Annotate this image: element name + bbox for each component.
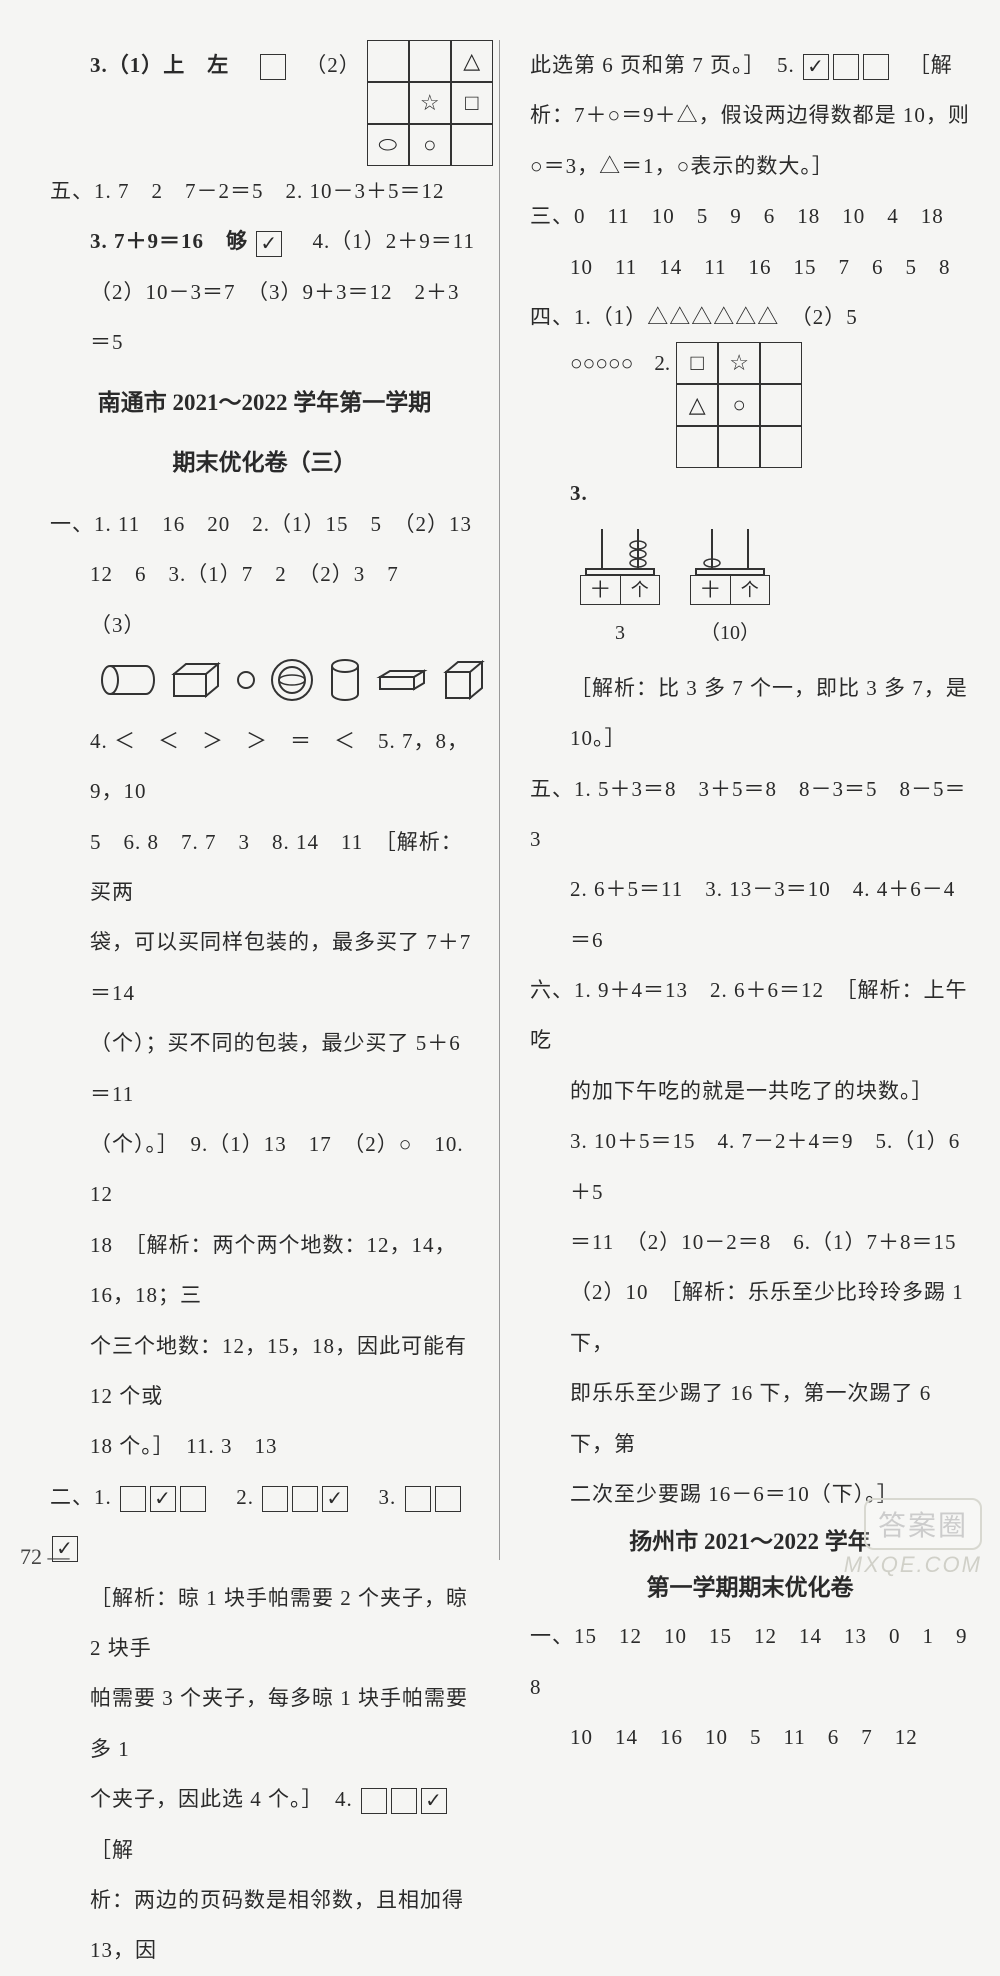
abacus-icon <box>690 525 770 575</box>
nt-2-1: 二、1. ✓ 2. ✓ 3. ✓ <box>50 1472 479 1573</box>
box-empty <box>391 1788 417 1814</box>
box-check: ✓ <box>421 1788 447 1814</box>
grid-3x3-left: △ ☆ □ ⬭ ○ <box>367 40 493 166</box>
abacus-icon <box>580 525 660 575</box>
box-empty <box>863 54 889 80</box>
heading-nantong-b: 期末优化卷（三） <box>50 438 479 489</box>
box-check: ✓ <box>803 54 829 80</box>
counter-right: 十 个 （10） <box>690 525 770 657</box>
box-empty <box>262 1486 288 1512</box>
r-12: 六、1. 9＋4＝13 2. 6＋6＝12 ［解析：上午吃 <box>530 965 970 1066</box>
nt-1-5: 5 6. 8 7. 7 3 8. 14 11 ［解析：买两 <box>50 817 479 918</box>
line-5-1: 五、1. 7 2 7－2＝5 2. 10－3＋5＝12 <box>50 166 479 216</box>
watermark-text: 答案圈 <box>864 1498 982 1550</box>
cylinder-icon <box>328 658 362 702</box>
nt-1-9: 18 ［解析：两个两个地数：12，14，16，18；三 <box>50 1220 479 1321</box>
r-5: 10 11 14 11 16 15 7 6 5 8 <box>530 242 970 292</box>
box-empty <box>435 1486 461 1512</box>
nt-2-5: 析：两边的页码数是相邻数，且相加得 13，因 <box>50 1875 479 1976</box>
r-11: 2. 6＋5＝11 3. 13－3＝10 4. 4＋6－4＝6 <box>530 864 970 965</box>
right-column: 此选第 6 页和第 7 页。］ 5. ✓ ［解 析：7＋○＝9＋△，假设两边得数… <box>500 40 970 1560</box>
nt-1-10: 个三个地数：12，15，18，因此可能有 12 个或 <box>50 1321 479 1422</box>
r-2: 析：7＋○＝9＋△，假设两边得数都是 10，则 <box>530 90 970 140</box>
cuboid-icon <box>170 660 222 700</box>
watermark: 答案圈 MXQE.COM <box>844 1498 982 1578</box>
box-empty <box>405 1486 431 1512</box>
r-15: ＝11 （2）10－2＝8 6.（1）7＋8＝15 <box>530 1217 970 1267</box>
box-check: ✓ <box>322 1486 348 1512</box>
cube-icon <box>442 658 486 702</box>
r-1: 此选第 6 页和第 7 页。］ 5. ✓ ［解 <box>530 40 970 90</box>
watermark-url: MXQE.COM <box>844 1552 982 1578</box>
nt-2-4: 个夹子，因此选 4 个。］ 4. ✓ ［解 <box>50 1774 479 1875</box>
counter-value-left: 3 <box>580 609 660 657</box>
nt-1-1: 一、1. 11 16 20 2.（1）15 5 （2）13 <box>50 499 479 549</box>
nt-2-3: 帕需要 3 个夹子，每多晾 1 块手帕需要多 1 <box>50 1673 479 1774</box>
counter-left: 十 个 3 <box>580 525 660 657</box>
yz-2: 10 14 16 10 5 11 6 7 12 <box>530 1712 970 1762</box>
page-number: 72 — <box>20 1544 70 1570</box>
nt-1-8: （个）。］ 9.（1）13 17 （2）○ 10. 12 <box>50 1119 479 1220</box>
nt-1-6: 袋，可以买同样包装的，最多买了 7＋7＝14 <box>50 917 479 1018</box>
r-8: 3. <box>530 468 970 518</box>
box-empty <box>292 1486 318 1512</box>
cylinder-side-icon <box>100 663 156 697</box>
nt-2-2: ［解析：晾 1 块手帕需要 2 个夹子，晾 2 块手 <box>50 1573 479 1674</box>
square-icon <box>260 54 286 80</box>
q3-text: 3.（1）上 左 （2） <box>50 53 361 77</box>
r-16: （2）10 ［解析：乐乐至少比玲玲多踢 1 下， <box>530 1267 970 1368</box>
r-7-text: ○○○○○ 2. <box>570 342 670 384</box>
counter-base-left: 十 个 <box>580 575 660 605</box>
nt-1-4: 4. ＜ ＜ ＞ ＞ ＝ ＜ 5. 7，8，9，10 <box>50 716 479 817</box>
counter-row: 十 个 3 十 个 （10） <box>530 525 970 657</box>
box-check: ✓ <box>150 1486 176 1512</box>
q3-row: 3.（1）上 左 （2） △ ☆ □ ⬭ ○ <box>50 40 479 166</box>
left-column: 3.（1）上 左 （2） △ ☆ □ ⬭ ○ 五、1. 7 2 7－2＝5 2.… <box>50 40 500 1560</box>
nt-1-11: 18 个。］ 11. 3 13 <box>50 1421 479 1471</box>
box-empty <box>120 1486 146 1512</box>
box-empty <box>361 1788 387 1814</box>
r-3: ○＝3，△＝1，○表示的数大。］ <box>530 141 970 191</box>
line-5-3: 3. 7＋9＝16 够 ✓ 4.（1）2＋9＝11 <box>50 216 479 266</box>
counter-value-right: （10） <box>690 609 770 657</box>
r-14: 3. 10＋5＝15 4. 7－2＋4＝9 5.（1）6＋5 <box>530 1116 970 1217</box>
r-10: 五、1. 5＋3＝8 3＋5＝8 8－3＝5 8－5＝3 <box>530 764 970 865</box>
flat-cuboid-icon <box>376 667 428 693</box>
shapes-row <box>50 658 479 702</box>
nt-1-3: （3） <box>50 600 479 650</box>
r-9: ［解析：比 3 多 7 个一，即比 3 多 7，是 10。］ <box>530 663 970 764</box>
grid-3x3-right: □ ☆ △ ○ <box>676 342 802 468</box>
yz-1: 一、15 12 10 15 12 14 13 0 1 9 8 <box>530 1611 970 1712</box>
box-empty <box>833 54 859 80</box>
small-circle-icon <box>236 670 256 690</box>
check-icon: ✓ <box>256 231 282 257</box>
page: 3.（1）上 左 （2） △ ☆ □ ⬭ ○ 五、1. 7 2 7－2＝5 2.… <box>0 0 1000 1600</box>
r-7-row: ○○○○○ 2. □ ☆ △ ○ <box>530 342 970 468</box>
nt-1-7: （个）；买不同的包装，最少买了 5＋6＝11 <box>50 1018 479 1119</box>
r-6: 四、1.（1）△△△△△△ （2）5 <box>530 292 970 342</box>
nt-1-2: 12 6 3.（1）7 2 （2）3 7 <box>50 549 479 599</box>
line-5-4: （2）10－3＝7 （3）9＋3＝12 2＋3＝5 <box>50 267 479 368</box>
r-13: 的加下午吃的就是一共吃了的块数。］ <box>530 1066 970 1116</box>
counter-base-right: 十 个 <box>690 575 770 605</box>
r-17: 即乐乐至少踢了 16 下，第一次踢了 6 下，第 <box>530 1368 970 1469</box>
r-4: 三、0 11 10 5 9 6 18 10 4 18 <box>530 191 970 241</box>
heading-nantong-a: 南通市 2021～2022 学年第一学期 <box>50 378 479 429</box>
sphere-circled-icon <box>270 658 314 702</box>
box-empty <box>180 1486 206 1512</box>
